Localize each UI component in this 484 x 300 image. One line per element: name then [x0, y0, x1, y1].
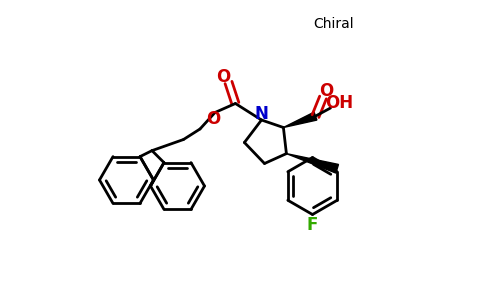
Text: O: O: [216, 68, 230, 85]
Text: O: O: [206, 110, 221, 128]
Polygon shape: [284, 112, 317, 128]
Text: Chiral: Chiral: [313, 17, 354, 31]
Text: N: N: [255, 105, 269, 123]
Text: F: F: [307, 216, 318, 234]
Text: OH: OH: [325, 94, 353, 112]
Polygon shape: [287, 154, 338, 173]
Text: O: O: [319, 82, 333, 100]
